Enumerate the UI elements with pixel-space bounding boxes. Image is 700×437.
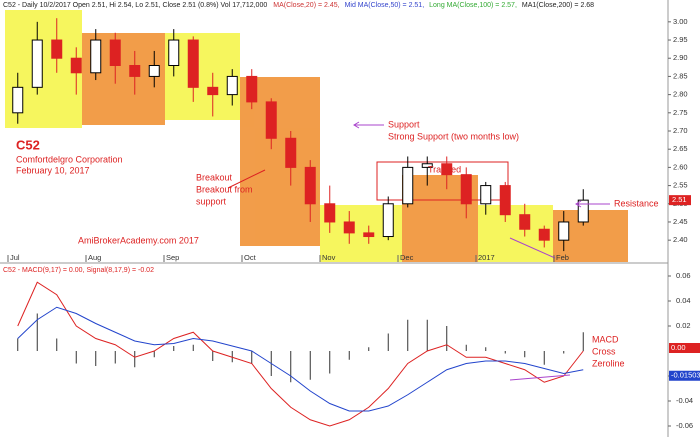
candle-body [246, 75, 258, 103]
value-tag: 0.00 [671, 343, 686, 352]
candle-body [499, 185, 511, 216]
candle-body [382, 203, 394, 238]
ma-label: Long MA(Close,100) = 2.57, [429, 2, 517, 9]
annotation: AmiBrokerAcademy.com 2017 [78, 235, 199, 245]
candle-body [129, 65, 141, 77]
y-tick-label: 0.04 [676, 296, 691, 305]
x-tick-label: Oct [244, 253, 257, 262]
y-tick-label: 0.02 [676, 321, 691, 330]
x-tick-label: Sep [166, 253, 179, 262]
candle-body [519, 214, 531, 230]
candle-body [480, 185, 492, 205]
candle-body [343, 221, 355, 234]
y-tick-label: 2.55 [673, 181, 688, 190]
candle-body [402, 166, 414, 205]
annotation: Breakout [196, 172, 233, 182]
value-tag: -0.01503 [671, 371, 700, 380]
candle-body [70, 57, 82, 74]
marks [12, 18, 589, 427]
annotation: Resistance [614, 198, 659, 208]
candle-body [148, 65, 160, 77]
annotation: Strong Support (two months low) [388, 131, 519, 141]
value-tag-box [669, 343, 700, 353]
candle-body [558, 221, 570, 241]
arrow-head [353, 121, 360, 129]
candle-body [226, 75, 238, 96]
y-tick-label: 2.65 [673, 144, 688, 153]
candle-body [168, 39, 180, 66]
macd-line [17, 281, 584, 427]
candle-body [207, 86, 219, 96]
arrow-head [575, 200, 582, 208]
y-tick-label: 2.70 [673, 126, 688, 135]
x-tick-label: Dec [400, 253, 414, 262]
macd-line [17, 306, 584, 412]
candle-body [187, 39, 199, 88]
candle-body [265, 101, 277, 139]
candle-body [324, 203, 336, 223]
candle-body [460, 174, 472, 205]
annotation: Comfortdelgro Corporation [16, 154, 123, 164]
y-tick-label: 2.90 [673, 53, 688, 62]
zone [240, 77, 320, 246]
ma-label: Mid MA(Close,50) = 2.51, [345, 2, 425, 9]
ma-label: MA(Close,20) = 2.45, [273, 2, 339, 9]
candle-body [109, 39, 121, 66]
y-tick-label: 2.95 [673, 35, 688, 44]
x-tick-label: Feb [556, 253, 569, 262]
y-tick-label: 2.85 [673, 71, 688, 80]
x-tick-label: 2017 [478, 253, 495, 262]
x-tick-label: Aug [88, 253, 101, 262]
ma-label: MA1(Close,200) = 2.68 [522, 2, 594, 9]
price-tag-box [669, 195, 691, 206]
annotation: Support [388, 119, 420, 129]
value-tag-box [669, 370, 700, 381]
candle-body [421, 163, 433, 168]
annotation: Zeroline [592, 358, 625, 368]
candle-body [304, 166, 316, 205]
arrow [227, 169, 266, 189]
arrow [509, 237, 556, 259]
y-tick-label: 2.40 [673, 235, 688, 244]
chart-title: C52 - Daily 10/2/2017 Open 2.51, Hi 2.54… [3, 2, 267, 9]
candle-body [577, 199, 589, 223]
y-tick-label: 2.75 [673, 108, 688, 117]
annotation: support [196, 196, 227, 206]
annotation: Breakout from [196, 184, 253, 194]
candle-body [31, 39, 43, 88]
macd-title: C52 - MACD(9,17) = 0.00, Signal(8,17,9) … [3, 267, 154, 274]
y-tick-label: -0.04 [676, 396, 693, 405]
annotation: Cross [592, 346, 616, 356]
candle-body [285, 137, 297, 168]
annotation: C52 [16, 137, 40, 152]
arrow [509, 374, 571, 381]
price-tag: 2.51 [672, 195, 687, 204]
trapped-box [376, 161, 509, 201]
annotation: February 10, 2017 [16, 165, 90, 175]
y-tick-label: 2.80 [673, 90, 688, 99]
y-tick-label: 3.00 [673, 17, 688, 26]
candle-body [363, 232, 375, 238]
candle-body [90, 39, 102, 74]
arrows [227, 121, 610, 381]
x-tick-label: Jul [10, 253, 20, 262]
candle-body [12, 86, 24, 114]
y-tick-label: 0.06 [676, 271, 691, 280]
x-tick-label: Nov [322, 253, 336, 262]
y-tick-label: 2.60 [673, 162, 688, 171]
y-tick-label: -0.06 [676, 421, 693, 430]
candle-body [538, 228, 550, 241]
candle-body [441, 163, 453, 176]
candle-body [51, 39, 63, 59]
y-tick-label: 2.45 [673, 217, 688, 226]
annotation: MACD [592, 334, 619, 344]
annotation: Trapped [428, 164, 461, 174]
